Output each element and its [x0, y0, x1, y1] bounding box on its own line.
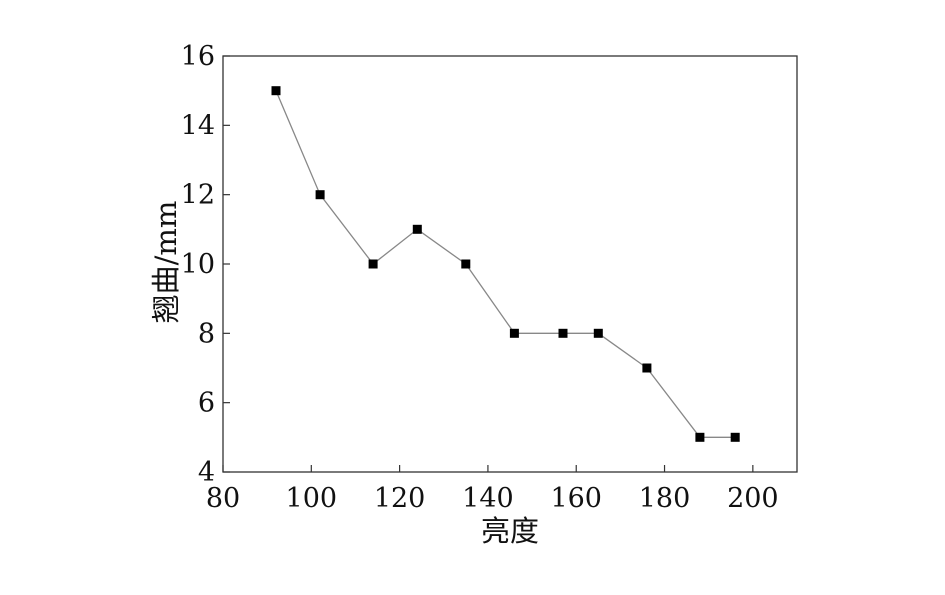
y-axis-ticks: 4 6 8 10 12 14 16: [181, 41, 230, 488]
data-point-marker: [730, 432, 740, 442]
plot-area-frame: [222, 55, 798, 473]
series-line: [275, 90, 736, 438]
data-point-marker: [642, 363, 652, 373]
y-tick-label: 16: [181, 41, 215, 72]
x-tick-label: 80: [206, 483, 240, 514]
data-point-marker: [412, 224, 422, 234]
x-axis-title: 亮度: [481, 514, 539, 548]
x-tick-label: 120: [374, 483, 426, 514]
data-point-marker: [509, 328, 519, 338]
data-point-marker: [593, 328, 603, 338]
y-tick-label: 4: [198, 457, 215, 488]
x-tick-label: 140: [462, 483, 514, 514]
y-tick-label: 10: [181, 249, 215, 280]
x-tick-label: 200: [727, 483, 779, 514]
y-axis-title: 翘曲/mm: [149, 201, 183, 324]
x-axis-ticks: 80 100 120 140 160 180 200: [206, 465, 779, 514]
y-tick-label: 12: [181, 180, 215, 211]
data-point-marker: [558, 328, 568, 338]
x-tick-label: 100: [286, 483, 338, 514]
x-tick-label: 180: [639, 483, 691, 514]
series-layer: [271, 86, 740, 442]
data-point-marker: [271, 86, 281, 96]
y-tick-label: 6: [198, 388, 215, 419]
data-point-marker: [461, 259, 471, 269]
data-point-marker: [315, 190, 325, 200]
x-tick-label: 160: [550, 483, 602, 514]
data-point-marker: [368, 259, 378, 269]
y-tick-label: 8: [198, 318, 215, 349]
data-point-marker: [695, 432, 705, 442]
y-tick-label: 14: [181, 110, 215, 141]
